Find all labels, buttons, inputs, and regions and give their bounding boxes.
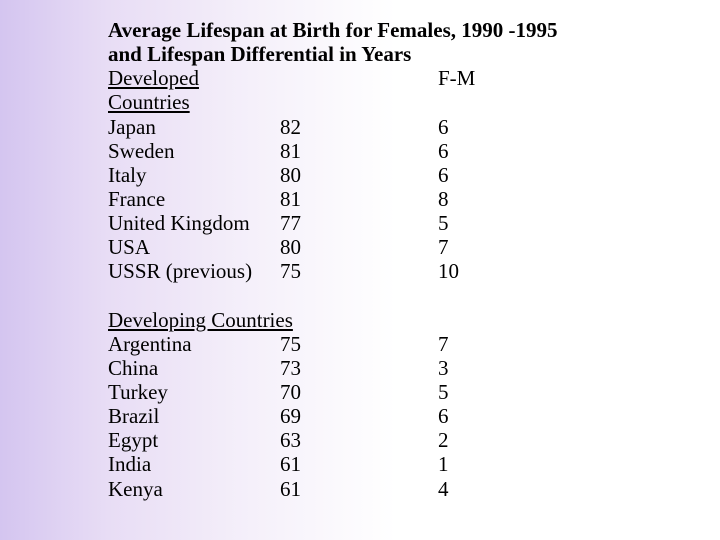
lifespan-cell: 81 [280,139,438,163]
table-row: United Kingdom 77 5 [108,211,720,235]
section-gap [108,284,720,308]
country-cell: Egypt [108,428,280,452]
header-developing: Developing Countries [108,308,293,332]
table-row: Turkey 70 5 [108,380,720,404]
diff-cell: 3 [438,356,720,380]
table-row: China 73 3 [108,356,720,380]
table-row: India 61 1 [108,452,720,476]
lifespan-cell: 81 [280,187,438,211]
table-row: Argentina 75 7 [108,332,720,356]
lifespan-cell: 73 [280,356,438,380]
lifespan-cell: 70 [280,380,438,404]
diff-cell: 8 [438,187,720,211]
diff-cell: 4 [438,477,720,501]
country-cell: Brazil [108,404,280,428]
diff-cell: 5 [438,380,720,404]
country-cell: United Kingdom [108,211,280,235]
lifespan-cell: 61 [280,477,438,501]
diff-cell: 7 [438,235,720,259]
country-cell: Italy [108,163,280,187]
table-row: Japan 82 6 [108,115,720,139]
diff-cell: 1 [438,452,720,476]
lifespan-cell: 80 [280,163,438,187]
country-cell: Argentina [108,332,280,356]
header-fm: F-M [438,66,720,114]
table-row: Brazil 69 6 [108,404,720,428]
table-row: Kenya 61 4 [108,477,720,501]
title-line-1: Average Lifespan at Birth for Females, 1… [108,18,720,42]
lifespan-cell: 80 [280,235,438,259]
diff-cell: 10 [438,259,720,283]
header-blank [280,66,438,114]
country-cell: Japan [108,115,280,139]
table-row: USA 80 7 [108,235,720,259]
lifespan-cell: 77 [280,211,438,235]
header-row-developing: Developing Countries [108,308,720,332]
country-cell: USSR (previous) [108,259,280,283]
table-row: Italy 80 6 [108,163,720,187]
diff-cell: 6 [438,139,720,163]
table-row: USSR (previous) 75 10 [108,259,720,283]
diff-cell: 6 [438,404,720,428]
lifespan-cell: 69 [280,404,438,428]
country-cell: USA [108,235,280,259]
header-row-developed: Developed Countries F-M [108,66,720,114]
title-line-2: and Lifespan Differential in Years [108,42,720,66]
lifespan-cell: 63 [280,428,438,452]
lifespan-cell: 75 [280,259,438,283]
lifespan-cell: 82 [280,115,438,139]
diff-cell: 5 [438,211,720,235]
country-cell: France [108,187,280,211]
table-row: Sweden 81 6 [108,139,720,163]
table-row: France 81 8 [108,187,720,211]
country-cell: Kenya [108,477,280,501]
diff-cell: 2 [438,428,720,452]
lifespan-cell: 61 [280,452,438,476]
diff-cell: 7 [438,332,720,356]
lifespan-cell: 75 [280,332,438,356]
header-developed: Developed Countries [108,66,280,114]
table-row: Egypt 63 2 [108,428,720,452]
country-cell: India [108,452,280,476]
country-cell: Turkey [108,380,280,404]
diff-cell: 6 [438,115,720,139]
diff-cell: 6 [438,163,720,187]
country-cell: China [108,356,280,380]
country-cell: Sweden [108,139,280,163]
